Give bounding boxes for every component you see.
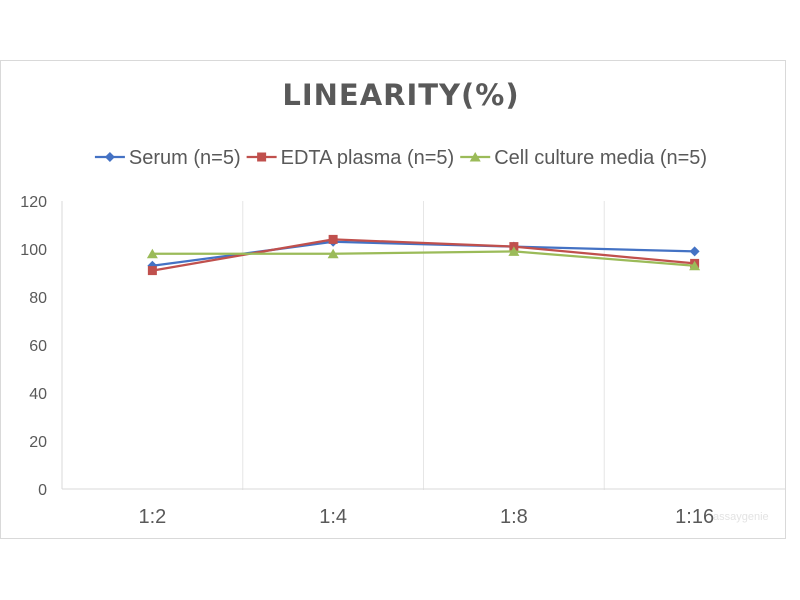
legend-marker: [257, 152, 267, 162]
series-3: [146, 246, 701, 271]
y-tick-label: 100: [20, 242, 47, 259]
chart-area: LINEARITY(%) Serum (n=5) EDTA plasma (n=5…: [0, 60, 786, 539]
x-tick-label: 1:4: [319, 506, 347, 528]
series-line: [152, 238, 695, 272]
data-point: [147, 266, 157, 276]
data-point: [327, 248, 339, 259]
y-tick-label: 0: [38, 482, 47, 499]
watermark: assaygenie: [713, 511, 769, 523]
data-point: [328, 234, 338, 244]
y-tick-label: 20: [29, 434, 47, 451]
y-tick-label: 120: [20, 194, 47, 211]
legend-marker: [469, 152, 481, 162]
chart-title: LINEARITY(%): [282, 78, 519, 112]
data-point: [508, 246, 520, 256]
series-layer: [146, 234, 701, 276]
legend-item: EDTA plasma (n=5): [246, 147, 455, 169]
legend-item: Serum (n=5): [94, 147, 241, 169]
y-tick-label: 80: [29, 290, 47, 307]
y-tick-label: 60: [29, 338, 47, 355]
data-point: [689, 246, 700, 257]
x-tick-label: 1:8: [500, 506, 528, 528]
series-line: [152, 250, 695, 267]
legend-label: Serum (n=5): [129, 147, 241, 169]
legend: Serum (n=5) EDTA plasma (n=5) Cell culture…: [94, 147, 707, 169]
legend-item: Cell culture media (n=5): [460, 147, 707, 169]
legend-marker: [104, 152, 115, 162]
legend-label: EDTA plasma (n=5): [281, 147, 455, 169]
legend-label: Cell culture media (n=5): [494, 147, 707, 169]
x-axis-ticks: 1:2 1:4 1:8 1:16: [138, 506, 714, 528]
x-tick-label: 1:16: [675, 506, 714, 528]
x-tick-label: 1:2: [138, 506, 166, 528]
line-chart: LINEARITY(%) Serum (n=5) EDTA plasma (n=5…: [20, 78, 785, 528]
data-point: [146, 248, 158, 259]
y-axis-ticks: 0 20 40 60 80 100 120: [20, 194, 47, 499]
data-point: [689, 260, 701, 271]
y-tick-label: 40: [29, 386, 47, 403]
